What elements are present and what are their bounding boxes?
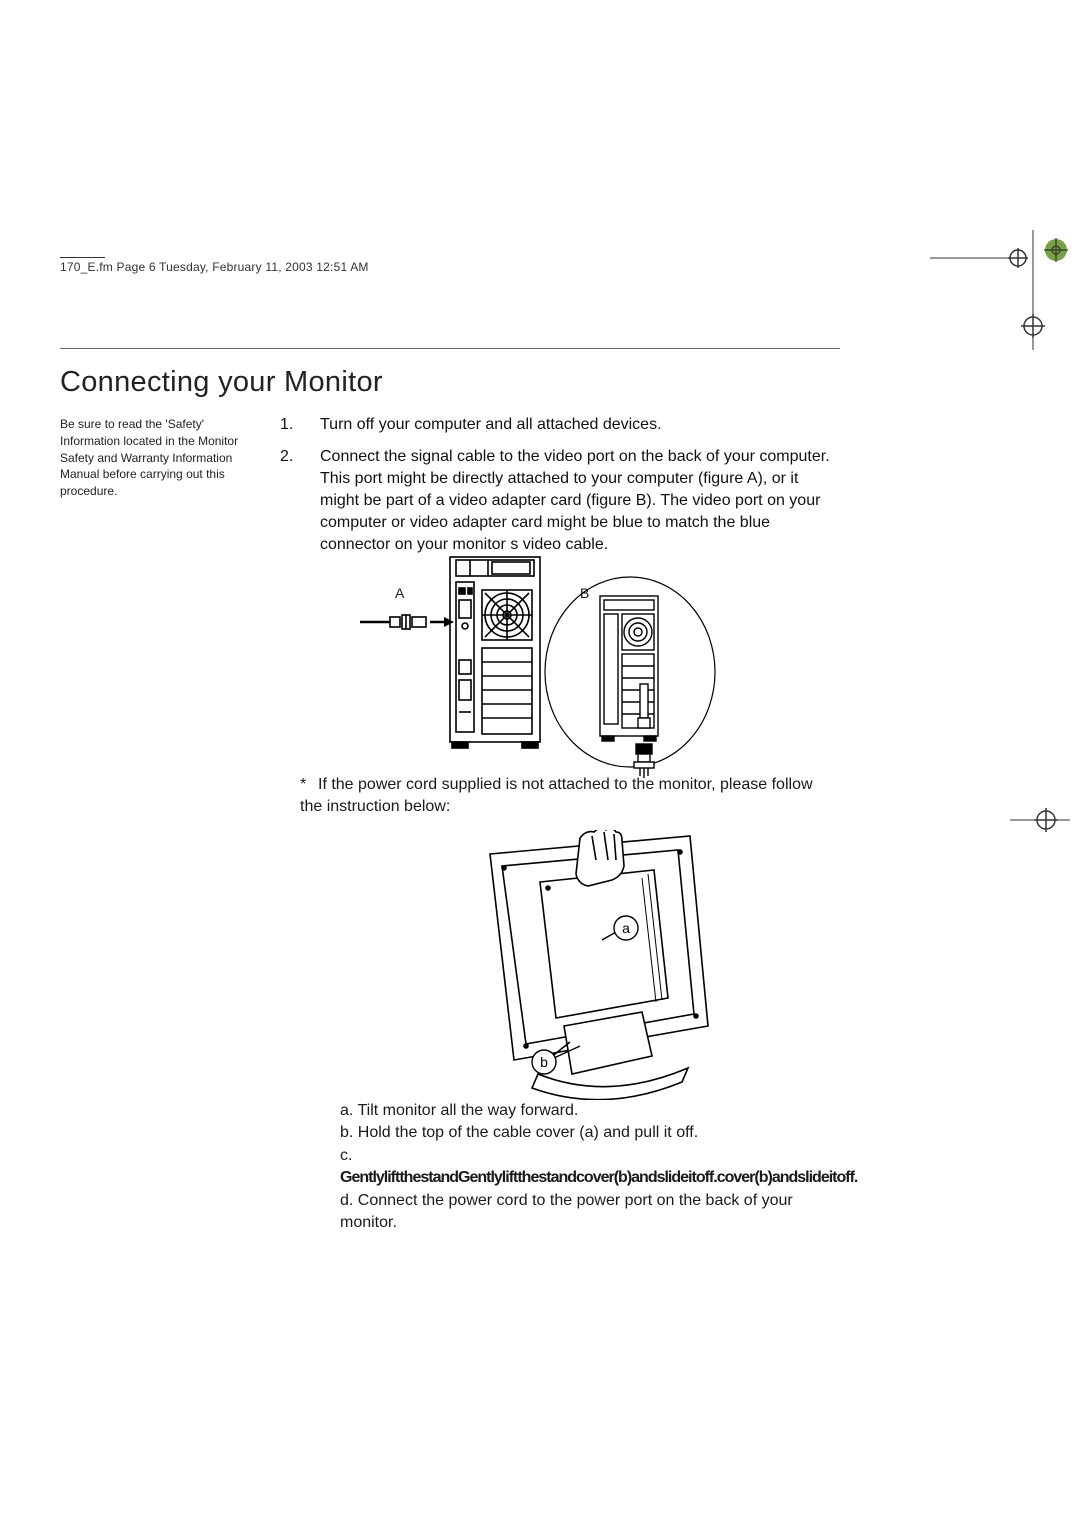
running-head-rule — [60, 257, 105, 258]
crop-mark-top-right — [930, 230, 1070, 350]
step-1: 1. Turn off your computer and all attach… — [280, 414, 840, 436]
substep-b: b. Hold the top of the cable cover (a) a… — [340, 1122, 840, 1144]
page: 170_E.fm Page 6 Tuesday, February 11, 20… — [0, 0, 1080, 1528]
substep-d: d. Connect the power cord to the power p… — [340, 1190, 840, 1235]
crop-mark-mid-right — [1010, 800, 1070, 840]
substep-a: a. Tilt monitor all the way forward. — [340, 1100, 840, 1122]
figure-2-callout-b: b — [540, 1054, 548, 1070]
body-column: 1. Turn off your computer and all attach… — [280, 414, 840, 566]
running-head: 170_E.fm Page 6 Tuesday, February 11, 20… — [60, 260, 369, 274]
star-note: *If the power cord supplied is not attac… — [300, 774, 820, 818]
section-rule — [60, 348, 840, 349]
figure-1 — [360, 552, 760, 782]
step-2: 2. Connect the signal cable to the video… — [280, 446, 840, 556]
figure-2-callout-a: a — [622, 920, 630, 936]
step-2-number: 2. — [280, 446, 320, 556]
sidebar-safety-note: Be sure to read the 'Safety' Information… — [60, 416, 260, 500]
star-note-text: If the power cord supplied is not attach… — [300, 776, 813, 815]
asterisk-icon: * — [300, 774, 318, 796]
step-1-text: Turn off your computer and all attached … — [320, 414, 840, 436]
figure-2: a b — [430, 830, 730, 1090]
page-title: Connecting your Monitor — [60, 366, 383, 399]
step-1-number: 1. — [280, 414, 320, 436]
substep-c: c. GentlyliftthestandGentlyliftthestandc… — [340, 1145, 840, 1190]
substep-c-glitch-text: GentlyliftthestandGentlyliftthestandcove… — [340, 1169, 857, 1186]
sub-steps: a. Tilt monitor all the way forward. b. … — [340, 1100, 840, 1234]
step-2-text: Connect the signal cable to the video po… — [320, 446, 840, 556]
